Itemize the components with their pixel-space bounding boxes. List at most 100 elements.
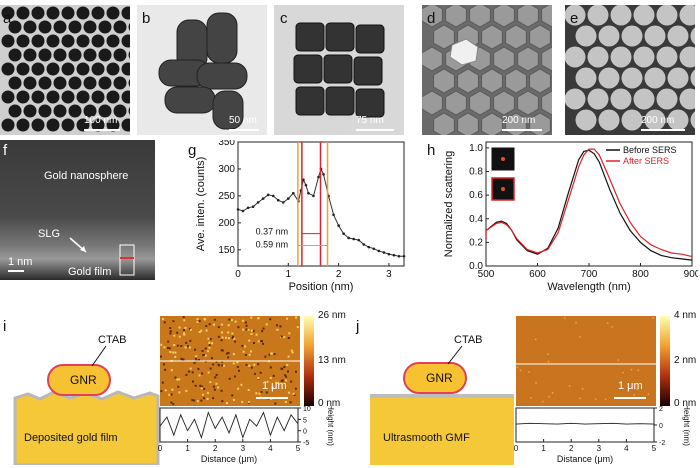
afm-grain [162, 318, 164, 321]
panel-e-image: 200 nm [564, 4, 700, 135]
afm-grain [202, 353, 205, 356]
nanodisc [656, 88, 678, 110]
afm-grain [233, 375, 236, 378]
nanosphere [76, 62, 90, 76]
y-tick-label: -5 [303, 440, 309, 447]
afm-grain [280, 367, 283, 370]
afm-grain [173, 334, 176, 337]
afm-grain [242, 328, 245, 331]
annotation-037: 0.37 nm [256, 227, 289, 237]
nanosphere [46, 34, 60, 48]
nanodisc [679, 4, 700, 26]
afm-grain [208, 346, 211, 349]
afm-grain [191, 371, 194, 374]
nanodisc [633, 46, 655, 68]
panel-b-image: 50 nm [137, 5, 267, 135]
label-gold-film: Gold film [68, 266, 112, 278]
plot-frame [515, 407, 655, 443]
afm-grain [234, 340, 237, 343]
nanodisc [621, 109, 643, 131]
afm-grain [287, 355, 290, 358]
afm-grain [209, 381, 212, 384]
schematic-i [13, 345, 160, 465]
afm-grain [194, 384, 197, 387]
afm-grain [220, 389, 223, 392]
afm-grain [289, 401, 292, 404]
afm-grain [295, 316, 298, 319]
afm-grain [213, 388, 216, 391]
x-tick-label: 5 [296, 444, 301, 453]
hexagon-plate [469, 2, 491, 28]
afm-grain [290, 349, 293, 352]
panel-label-a: a [3, 10, 12, 27]
y-tick-label: 2 [659, 406, 663, 413]
x-axis-label: Distance (μm) [201, 454, 257, 464]
afm-grain [250, 333, 253, 336]
afm-grain [594, 398, 597, 400]
annotation-059: 0.59 nm [256, 240, 289, 250]
inset-after-spot [501, 187, 505, 191]
afm-grain [242, 319, 245, 322]
scalebar-b [229, 129, 259, 131]
panel-c-image: 75 nm [274, 5, 404, 135]
afm-grain [221, 364, 224, 367]
nanosphere [61, 6, 75, 20]
afm-grain [221, 400, 224, 403]
scalebar-e-label: 200 nm [641, 115, 675, 126]
afm-grain [189, 327, 191, 330]
afm-grain [260, 340, 263, 343]
nanosphere [31, 90, 45, 104]
afm-grain [260, 390, 263, 393]
colorbar-j-min: 0 nm [674, 398, 697, 409]
nanodisc [610, 88, 632, 110]
nanodisc [667, 25, 689, 47]
afm-grain [271, 386, 274, 389]
afm-grain [295, 370, 297, 373]
hexagon-plate [517, 2, 539, 28]
nanosphere [76, 90, 90, 104]
profile-point [304, 183, 308, 187]
nanodisc [575, 109, 597, 131]
afm-grain [286, 317, 289, 320]
height-profile [515, 422, 655, 425]
afm-grain [204, 318, 207, 321]
x-tick-label: 2 [213, 444, 218, 453]
afm-grain [285, 379, 288, 382]
profile-point [241, 209, 245, 213]
afm-grain [528, 371, 530, 373]
nanosphere [16, 34, 30, 48]
afm-grain [206, 397, 209, 400]
scalebar-c [356, 129, 394, 131]
nanodisc [598, 67, 620, 89]
afm-grain [200, 329, 203, 332]
afm-grain [171, 388, 174, 391]
afm-grain [283, 336, 286, 339]
profile-point [276, 198, 280, 202]
afm-grain [183, 329, 185, 332]
stem-image [0, 140, 155, 280]
profile-point [362, 243, 366, 246]
afm-grain [259, 371, 262, 374]
afm-grain [176, 331, 179, 334]
nanodisc [575, 67, 597, 89]
afm-grain [193, 361, 196, 364]
afm-grain [164, 389, 167, 392]
afm-grain [257, 363, 260, 366]
afm-grain [170, 369, 173, 372]
afm-grain [269, 318, 272, 321]
nanosphere [53, 104, 67, 118]
afm-grain [575, 321, 577, 324]
afm-grain [234, 320, 237, 323]
afm-grain [185, 389, 188, 392]
y-tick-label: 5 [303, 417, 307, 424]
chart-h: 500 600 700 800 900 0.0 0.2 0.4 0.6 0.8 1.0 Wavelen… [443, 141, 698, 293]
x-tick-label: 500 [478, 269, 495, 280]
nanosphere [76, 118, 90, 132]
disc-array-image [564, 4, 700, 135]
label-ctab-j: CTAB [454, 334, 483, 346]
afm-grain [268, 353, 271, 356]
y-axis-label: Height (nm) [326, 406, 335, 446]
afm-grain [207, 350, 210, 353]
